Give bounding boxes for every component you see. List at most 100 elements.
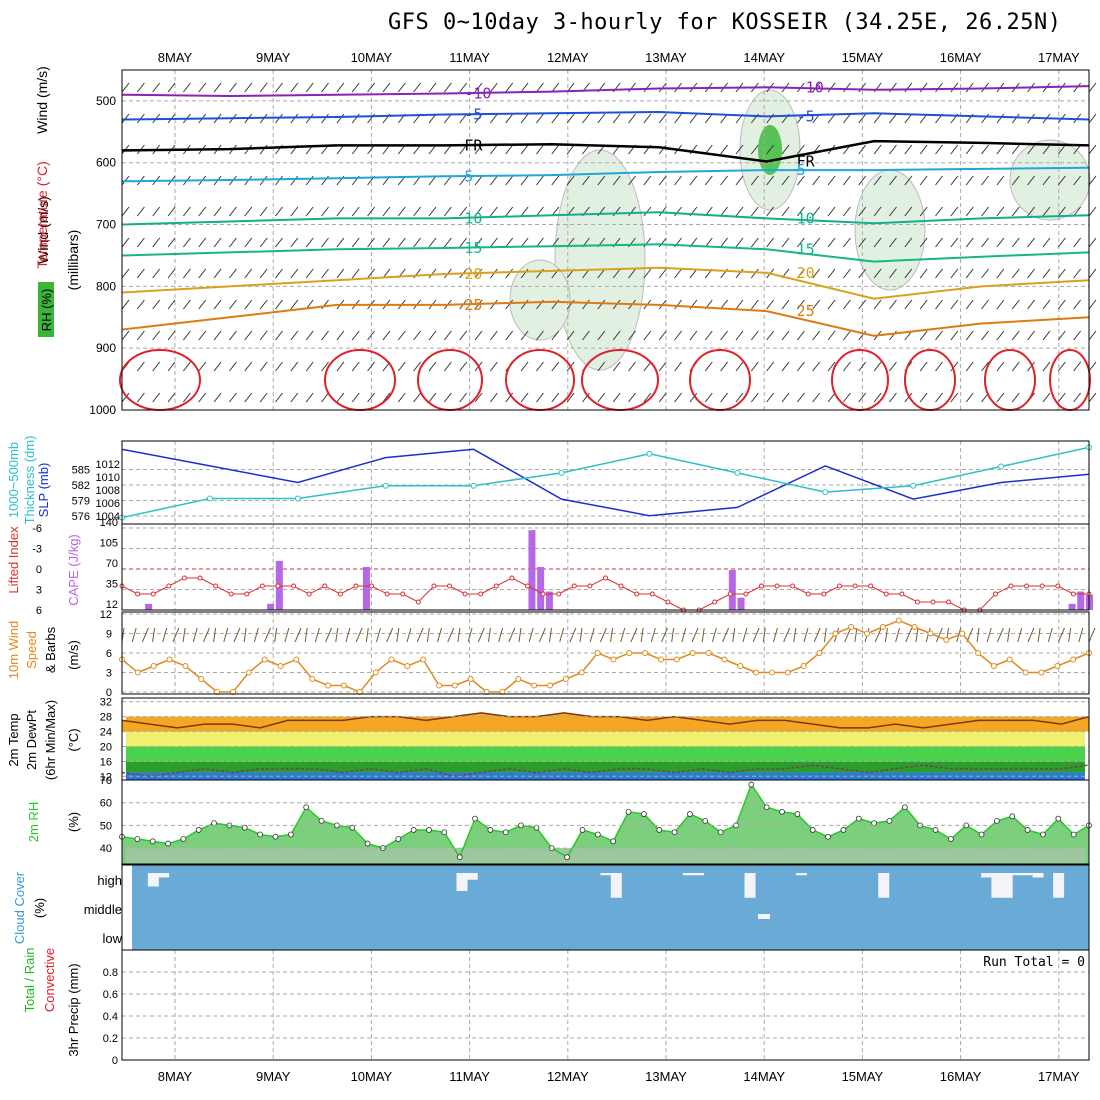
y-tick-cape: 12 [106, 599, 118, 611]
wind-speed-line-marker [182, 663, 189, 669]
day-label-top: 12MAY [547, 50, 589, 65]
wind-barb [1057, 299, 1066, 310]
wind-barb-10m [671, 627, 675, 643]
high-cloud-bar [158, 873, 170, 878]
lifted-index-marker [821, 591, 827, 597]
y-tick-li: 3 [36, 585, 42, 597]
wind-speed-line-marker [1038, 669, 1045, 676]
y-tick-pressure: 500 [96, 94, 116, 108]
wind-barb [582, 330, 590, 341]
wind-speed-line-marker [372, 669, 379, 676]
wind-barb [167, 206, 176, 217]
wind-barb [889, 392, 897, 403]
high-cloud-bar [693, 873, 705, 876]
wind-barb [183, 206, 191, 217]
wind-barb [750, 175, 759, 186]
y-tick-thickness: 576 [72, 511, 90, 523]
wind-barb-10m [253, 627, 259, 643]
wind-barb [152, 330, 161, 341]
wind-barb [321, 113, 329, 124]
wind-barb [259, 361, 268, 372]
wind-barb-10m [335, 627, 339, 643]
temp-band [126, 761, 1085, 773]
lifted-index-marker [805, 591, 811, 597]
wind-barb [259, 268, 268, 279]
high-cloud-bar [610, 873, 622, 898]
wind-barb-10m [355, 627, 363, 643]
wind-barb [781, 144, 790, 155]
wind-barb [536, 206, 544, 217]
wind-barb [213, 82, 222, 93]
wind-barb-10m [457, 627, 461, 643]
cape-bar [545, 591, 553, 610]
wind-barb [551, 113, 560, 124]
day-label-top: 11MAY [449, 50, 490, 65]
wind-barb [904, 113, 913, 124]
wind-speed-line-marker [864, 630, 871, 637]
wind-barb [935, 330, 943, 341]
lifted-index-marker [166, 583, 172, 589]
rh-marker [456, 854, 463, 861]
rh-marker [825, 833, 831, 840]
high-cloud-bar [981, 873, 993, 878]
high-cloud-bar [1053, 873, 1065, 898]
wind-barb [152, 361, 161, 372]
wind-barb [489, 330, 498, 341]
wind-barb-10m [650, 627, 656, 643]
wind-barb [551, 330, 560, 341]
rh-marker [656, 827, 663, 833]
wind-barb-10m [579, 627, 583, 643]
rh-marker [779, 808, 785, 815]
wind-barb [735, 237, 744, 248]
wind-barb [658, 361, 667, 372]
wind-barb [919, 206, 928, 217]
wind-barb [919, 237, 928, 248]
legend-cloud-unit: (%) [32, 898, 47, 918]
rh-marker [364, 840, 371, 847]
wind-barb [796, 144, 805, 155]
wind-barb [275, 206, 283, 217]
wind-barb [873, 237, 882, 248]
wind-barb [136, 330, 145, 341]
rh-marker [871, 820, 878, 827]
wind-barb [996, 175, 1005, 186]
y-tick-slp: 1006 [96, 498, 120, 510]
wind-barb [474, 330, 483, 341]
wind-barb [827, 330, 836, 341]
lifted-index-marker [587, 583, 593, 589]
wind-barb [750, 299, 759, 310]
wind-barb [336, 330, 345, 341]
wind-barb [612, 113, 621, 124]
rh-marker [472, 815, 478, 822]
y-tick-wind: 3 [106, 668, 112, 680]
wind-barb [305, 237, 314, 248]
wind-barb-10m [202, 627, 210, 643]
wind-speed-line-marker [959, 630, 966, 637]
wind-barb [812, 299, 821, 310]
wind-barb-10m [538, 627, 546, 643]
lifted-index-marker [525, 583, 531, 589]
wind-speed-line-marker [277, 663, 284, 669]
wind-speed-line-marker [134, 669, 141, 676]
wind-speed-line-marker [975, 650, 982, 656]
rh-marker [671, 829, 678, 836]
wind-speed-line-marker [689, 650, 696, 656]
wind-barb [229, 237, 237, 248]
thickness-line-marker [470, 482, 477, 489]
slp-frame [121, 440, 1090, 525]
isotherm-label: FR [797, 152, 816, 170]
wind-barb [735, 268, 744, 279]
wind-barb [136, 361, 145, 372]
wind-barb-10m [192, 627, 198, 643]
wind-speed-line-marker [800, 663, 807, 669]
day-label-bottom: 11MAY [449, 1069, 490, 1084]
wind-barb [505, 206, 514, 217]
wind-barb [443, 361, 452, 372]
y-tick-pressure: 1000 [89, 403, 116, 417]
wind-barb [781, 361, 790, 372]
rh-frame [121, 779, 1090, 865]
y-tick-precip: 0.6 [103, 989, 118, 1001]
wind-barb [950, 82, 959, 93]
lifted-index-marker [790, 583, 796, 589]
wind-barb [981, 113, 989, 124]
